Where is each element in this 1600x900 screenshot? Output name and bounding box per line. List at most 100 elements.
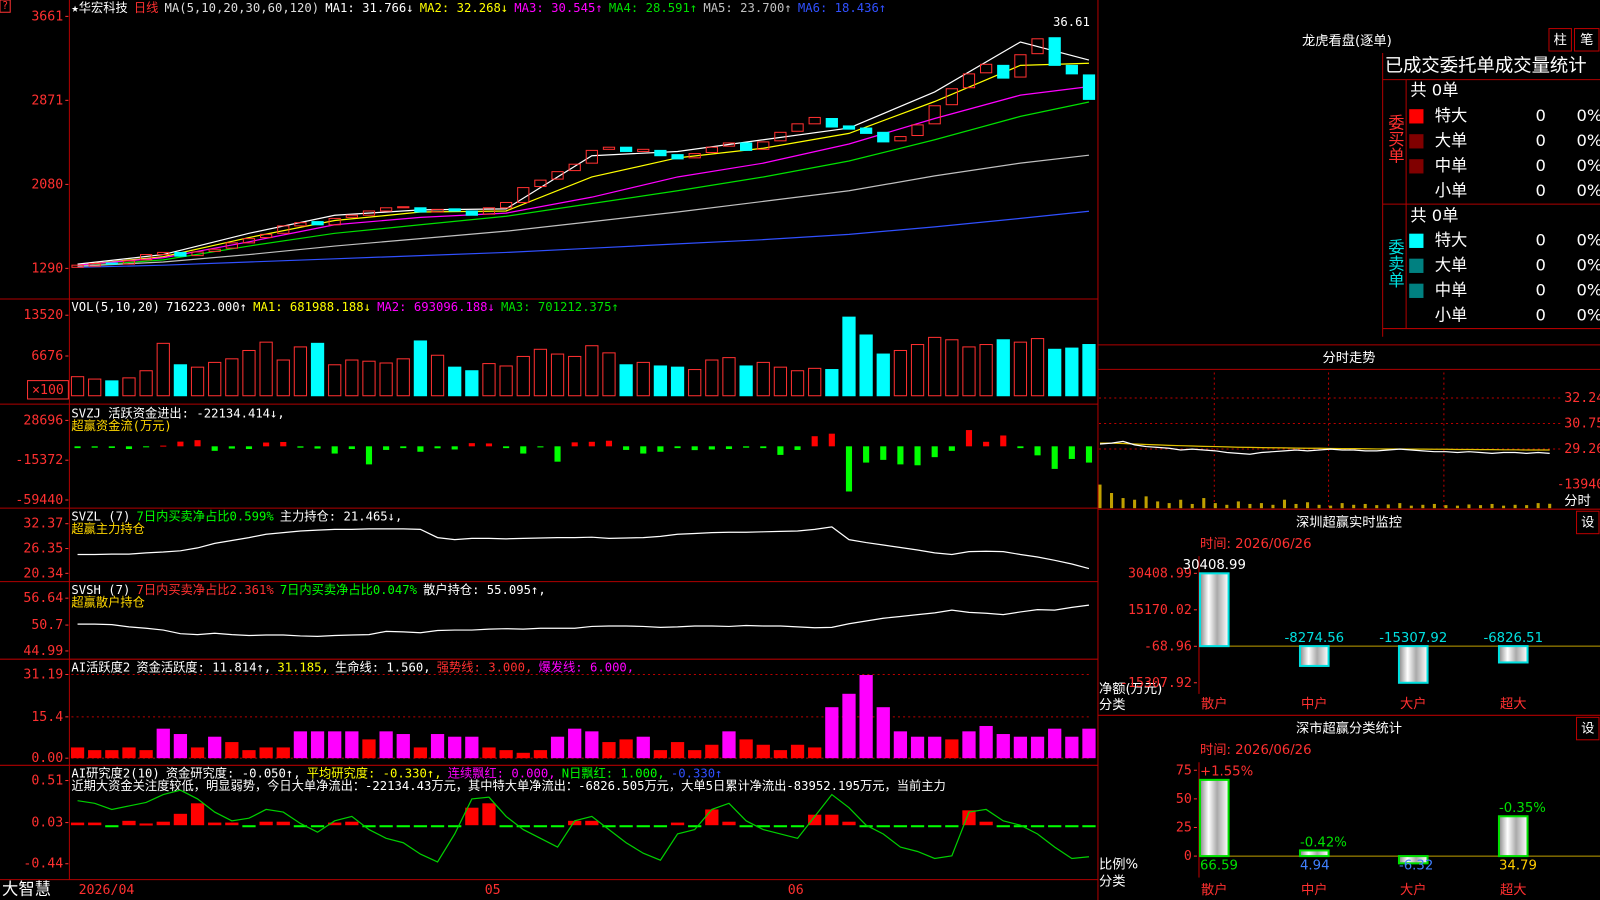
header-item: AI研究度2(10) bbox=[71, 765, 159, 780]
research-bar bbox=[122, 820, 136, 826]
row-qty: 0 bbox=[1536, 156, 1546, 175]
row-pct: 0% bbox=[1577, 230, 1600, 249]
volume-bar bbox=[276, 359, 290, 397]
flow-bar bbox=[760, 446, 767, 449]
activity-bar bbox=[619, 739, 633, 759]
header-item: 强势线: 3.000, bbox=[437, 660, 533, 674]
research-bar bbox=[979, 821, 993, 826]
change-label: -0.35% bbox=[1499, 801, 1546, 816]
intraday-volume-bar bbox=[1225, 504, 1229, 509]
volume-bar bbox=[499, 365, 513, 397]
flow-bar bbox=[725, 446, 733, 450]
y-tick-label: -15307.92 bbox=[1120, 676, 1192, 691]
y-tick-label: 0.00 bbox=[31, 751, 63, 766]
volume-bar bbox=[670, 366, 685, 397]
activity-bar bbox=[653, 750, 668, 759]
activity-bar bbox=[379, 731, 393, 759]
header-item: SVSH (7) bbox=[71, 582, 130, 596]
value-label: 30408.99 bbox=[1183, 558, 1246, 573]
settings-button[interactable] bbox=[1576, 716, 1600, 741]
tab-button[interactable] bbox=[1548, 28, 1572, 52]
y-tick-label: -59440 bbox=[15, 493, 63, 508]
candle bbox=[1065, 64, 1078, 75]
intraday-volume-bar bbox=[1525, 505, 1529, 509]
row-name: 大单 bbox=[1435, 131, 1468, 150]
category-label: 大户 bbox=[1400, 881, 1427, 898]
header-item: 716223.000↑ bbox=[166, 300, 247, 314]
volume-bar bbox=[790, 370, 805, 397]
value-label: -15307.92 bbox=[1379, 631, 1447, 646]
candle bbox=[277, 225, 290, 234]
activity-bar bbox=[739, 739, 753, 759]
research-bar bbox=[105, 825, 119, 828]
settings-label[interactable]: 设 bbox=[1581, 721, 1594, 737]
tab-button[interactable] bbox=[1573, 28, 1600, 52]
tab-button-label[interactable]: 柱 bbox=[1554, 32, 1567, 48]
flow-bar bbox=[348, 446, 355, 450]
candle bbox=[997, 64, 1010, 79]
candle bbox=[911, 124, 924, 137]
flow-bar bbox=[965, 430, 973, 447]
candle bbox=[619, 146, 633, 152]
holding-line bbox=[77, 604, 1090, 638]
volume-bar bbox=[156, 342, 170, 397]
activity-bar bbox=[482, 747, 496, 759]
activity-bar bbox=[310, 731, 325, 759]
flow-bar bbox=[314, 446, 321, 449]
y-tick-label: 44.99 bbox=[23, 644, 63, 659]
activity-bar bbox=[670, 742, 685, 759]
header-item: MA1: 31.766↓ bbox=[325, 1, 413, 15]
research-bar bbox=[310, 825, 325, 828]
activity-bar bbox=[979, 725, 993, 759]
activity-bar bbox=[1030, 736, 1045, 759]
flow-bar bbox=[143, 446, 150, 448]
y-tick-label: -0.44 bbox=[23, 857, 63, 872]
volume-bar bbox=[173, 364, 188, 397]
y-tick-label: 0 bbox=[1184, 849, 1192, 864]
header-item: 7日内买卖净占比2.361% bbox=[136, 581, 274, 596]
row-qty: 0 bbox=[1536, 280, 1546, 299]
ma-line bbox=[77, 62, 1089, 266]
activity-bar bbox=[242, 750, 256, 759]
tab-button-label[interactable]: 笔 bbox=[1580, 32, 1593, 48]
activity-bar bbox=[773, 750, 788, 759]
legend-swatch bbox=[1409, 159, 1424, 174]
research-bar bbox=[516, 825, 530, 828]
buy-count: 共 0单 bbox=[1410, 80, 1458, 99]
flow-bar bbox=[365, 446, 373, 465]
bar bbox=[1497, 815, 1529, 858]
research-bar bbox=[859, 825, 873, 828]
row-pct: 0% bbox=[1577, 305, 1600, 324]
candle bbox=[448, 208, 461, 212]
settings-button[interactable] bbox=[1576, 510, 1600, 535]
intraday-volume-bar bbox=[1259, 503, 1263, 509]
flow-bar bbox=[1000, 435, 1007, 447]
ma-line bbox=[77, 101, 1090, 267]
volume-bar bbox=[105, 380, 119, 397]
volume-bar bbox=[705, 359, 719, 397]
flow-bar bbox=[451, 446, 458, 450]
activity-bar bbox=[208, 736, 222, 759]
volume-bar bbox=[379, 362, 393, 397]
flow-bar bbox=[914, 446, 921, 466]
legend-swatch bbox=[1409, 233, 1424, 248]
holding-line bbox=[77, 526, 1090, 570]
header-item: 日线 bbox=[134, 1, 158, 15]
row-qty: 0 bbox=[1536, 255, 1546, 274]
y-tick-label: 20.34 bbox=[23, 566, 63, 581]
flow-bar bbox=[125, 446, 133, 450]
panel-subtitle: 超赢资金流(万元) bbox=[71, 418, 171, 433]
volume-bar bbox=[242, 349, 256, 397]
activity-bar bbox=[688, 750, 702, 759]
research-bar bbox=[842, 821, 856, 826]
settings-label[interactable]: 设 bbox=[1581, 514, 1594, 530]
research-bar bbox=[156, 821, 170, 826]
research-bar bbox=[996, 825, 1010, 828]
row-name: 小单 bbox=[1435, 305, 1468, 324]
candle bbox=[671, 154, 684, 160]
category-label: 中户 bbox=[1301, 881, 1328, 898]
y-tick-label: 29.26 bbox=[1564, 442, 1600, 457]
help-box[interactable] bbox=[0, 0, 11, 13]
candle bbox=[105, 262, 118, 265]
help-icon[interactable]: ? bbox=[2, 1, 8, 12]
